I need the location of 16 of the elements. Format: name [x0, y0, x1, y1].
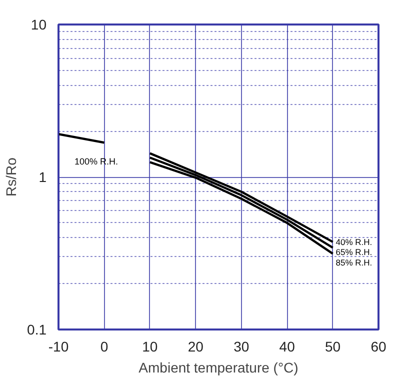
x-tick-label: 0	[100, 338, 108, 354]
series-label: 65% R.H.	[336, 247, 372, 258]
y-tick-label: 10	[30, 16, 47, 32]
x-tick-label: 60	[370, 338, 386, 354]
x-tick-label: 50	[325, 338, 341, 354]
series-label: 40% R.H.	[336, 236, 372, 247]
x-tick-label: 30	[234, 338, 250, 354]
x-tick-label: 40	[279, 338, 296, 354]
x-tick-label: -10	[48, 338, 69, 354]
y-axis-title: Rs/Ro	[3, 157, 20, 196]
y-tick-label: 0.1	[27, 322, 47, 338]
x-tick-label: 20	[188, 338, 204, 354]
series-label: 85% R.H.	[336, 258, 372, 268]
x-axis-title: Ambient temperature (°C)	[138, 360, 298, 376]
x-tick-label: 10	[142, 338, 158, 354]
y-tick-label: 1	[38, 169, 47, 185]
